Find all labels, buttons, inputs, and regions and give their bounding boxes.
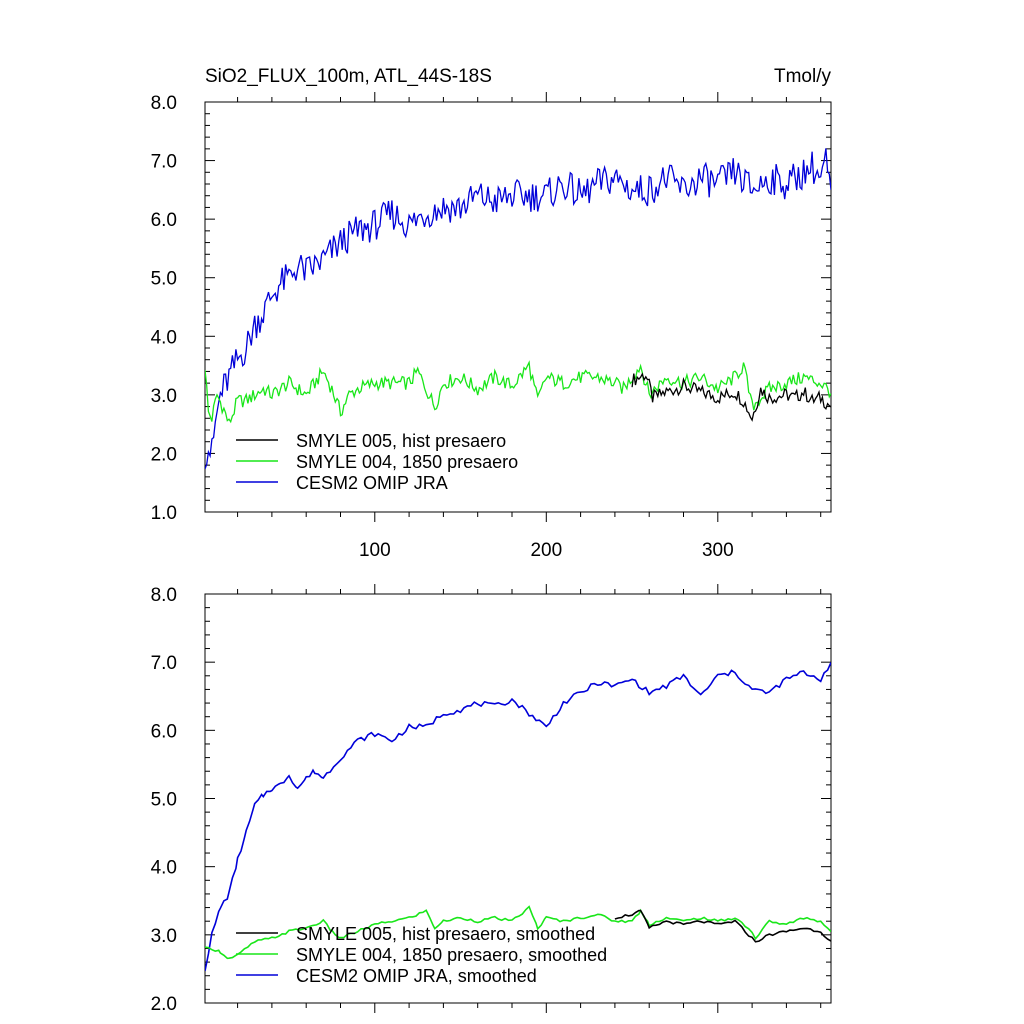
series-line-3 <box>205 148 831 470</box>
x-tick-label: 300 <box>702 540 734 561</box>
legend: SMYLE 005, hist presaero, smoothedSMYLE … <box>236 924 607 986</box>
y-tick-label: 4.0 <box>151 327 177 348</box>
y-tick-label: 7.0 <box>151 653 177 674</box>
x-tick-label: 100 <box>359 540 391 561</box>
series-line-1 <box>631 372 831 422</box>
legend-entry-label: CESM2 OMIP JRA, smoothed <box>296 966 537 986</box>
series-line-2 <box>205 905 831 960</box>
legend-entry-label: CESM2 OMIP JRA <box>296 473 448 493</box>
y-tick-label: 3.0 <box>151 926 177 947</box>
plot-frame <box>204 101 832 513</box>
series-line-2 <box>205 360 831 424</box>
legend-entry-label: SMYLE 004, 1850 presaero <box>296 452 518 472</box>
legend-entry-label: SMYLE 004, 1850 presaero, smoothed <box>296 945 607 965</box>
series-group <box>205 662 831 972</box>
y-tick-label: 4.0 <box>151 858 177 879</box>
y-tick-label: 6.0 <box>151 721 177 742</box>
legend-entry-label: SMYLE 005, hist presaero, smoothed <box>296 924 595 944</box>
y-tick-label: 2.0 <box>151 444 177 465</box>
y-tick-label: 2.0 <box>151 994 177 1015</box>
y-tick-label: 8.0 <box>151 93 177 114</box>
series-line-1 <box>614 909 831 943</box>
bottom-panel: 2.0 3.0 4.0 5.0 6.0 7.0 8.0 SMYLE 005, hist pre… <box>151 584 832 1015</box>
units-label: Tmol/y <box>774 66 832 87</box>
x-tick-label: 200 <box>530 540 562 561</box>
series-line-3 <box>205 662 831 972</box>
y-tick-label: 5.0 <box>151 269 177 290</box>
y-tick-label: 5.0 <box>151 790 177 811</box>
chart-title: SiO2_FLUX_100m, ATL_44S-18S <box>205 66 492 87</box>
legend-entry-label: SMYLE 005, hist presaero <box>296 431 506 451</box>
y-tick-label: 3.0 <box>151 386 177 407</box>
top-panel: 1.0 2.0 3.0 4.0 5.0 6.0 7.0 8.0 100 200 300 SMYLE 0… <box>151 92 832 561</box>
y-tick-label: 7.0 <box>151 152 177 173</box>
series-group <box>205 148 831 470</box>
y-tick-label: 1.0 <box>151 503 177 524</box>
y-tick-label: 6.0 <box>151 210 177 231</box>
y-tick-label: 8.0 <box>151 585 177 606</box>
